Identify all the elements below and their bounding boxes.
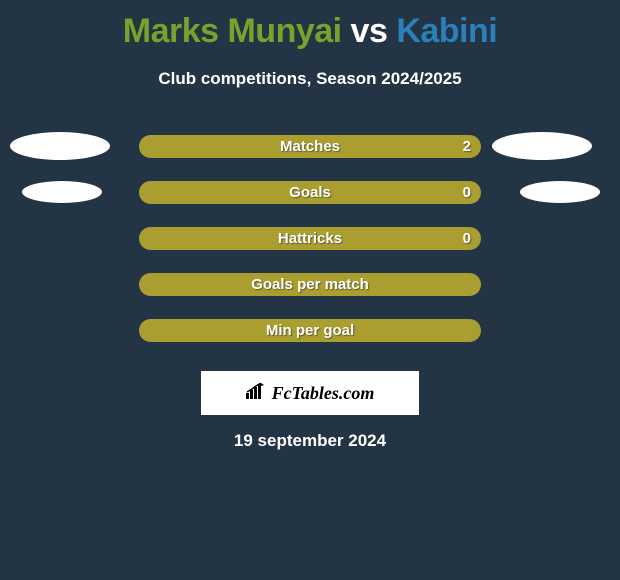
stat-row: Min per goal [0, 307, 620, 353]
brand-box: FcTables.com [201, 371, 419, 415]
left-marker [22, 181, 102, 203]
page-title: Marks Munyai vs Kabini [0, 0, 620, 51]
stat-label: Hattricks [278, 230, 342, 247]
date-label: 19 september 2024 [0, 431, 620, 451]
stat-label: Min per goal [266, 322, 354, 339]
stat-bar: Min per goal [139, 319, 481, 342]
title-part: vs [342, 12, 397, 50]
stat-label: Goals [289, 184, 331, 201]
subtitle: Club competitions, Season 2024/2025 [0, 51, 620, 89]
stat-row: Matches 2 [0, 123, 620, 169]
brand-label: FcTables.com [272, 383, 375, 404]
stat-value: 0 [463, 230, 471, 247]
right-marker [492, 132, 592, 160]
title-part: Marks Munyai [123, 12, 342, 50]
stat-value: 2 [463, 138, 471, 155]
stat-label: Goals per match [251, 276, 369, 293]
stat-row: Goals per match [0, 261, 620, 307]
title-part: Kabini [396, 12, 497, 50]
chart-icon [246, 383, 268, 404]
stat-rows: Matches 2 Goals 0 Hattricks 0 Goals per match M… [0, 123, 620, 353]
stat-bar: Goals 0 [139, 181, 481, 204]
stat-label: Matches [280, 138, 340, 155]
stat-row: Goals 0 [0, 169, 620, 215]
stat-bar: Matches 2 [139, 135, 481, 158]
stat-bar: Goals per match [139, 273, 481, 296]
stat-bar: Hattricks 0 [139, 227, 481, 250]
right-marker [520, 181, 600, 203]
stat-row: Hattricks 0 [0, 215, 620, 261]
left-marker [10, 132, 110, 160]
stat-value: 0 [463, 184, 471, 201]
